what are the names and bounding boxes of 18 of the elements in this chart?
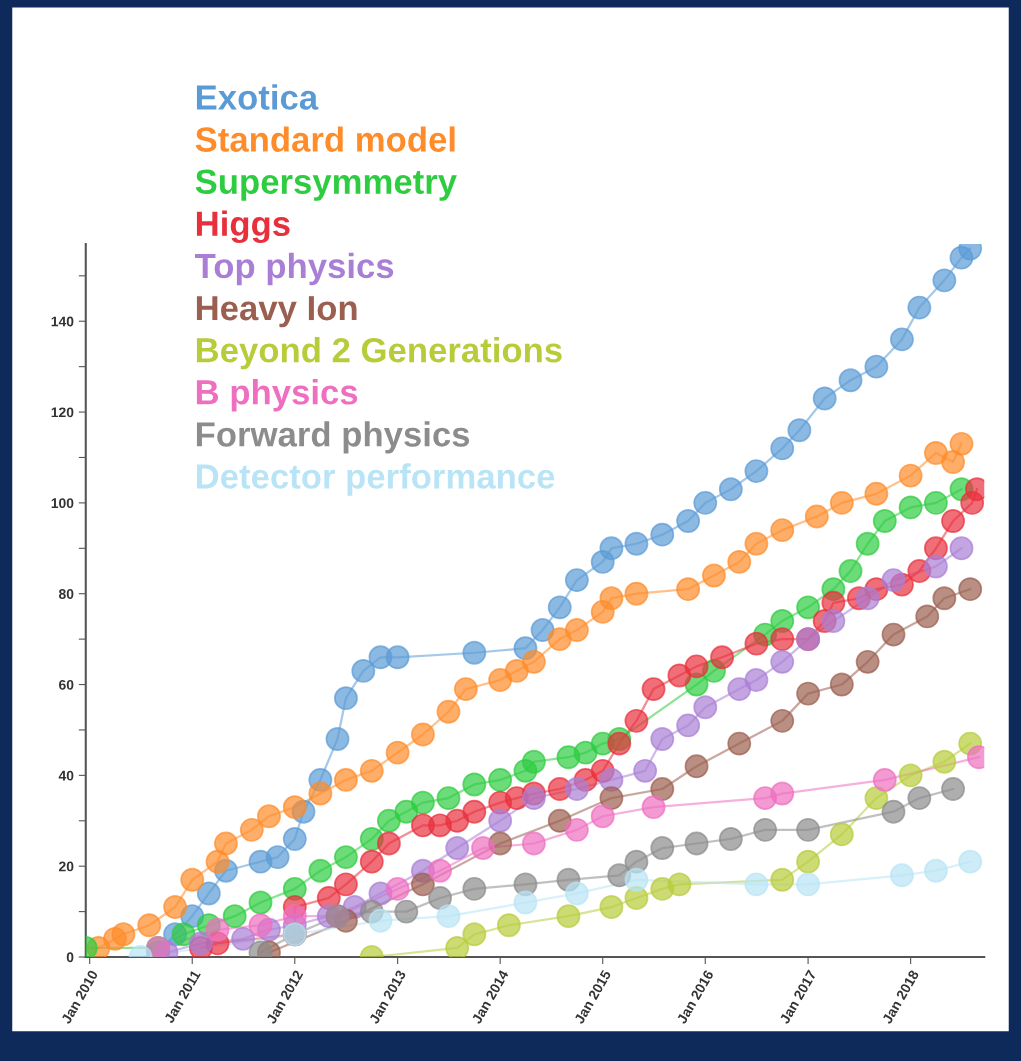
text: Heavy Ion bbox=[196, 296, 357, 328]
y-tick-label: 100 bbox=[51, 498, 74, 509]
y-tick-label: 20 bbox=[58, 861, 74, 872]
text: Exotica bbox=[196, 84, 319, 110]
text: Forward physics bbox=[196, 421, 470, 454]
text: Top physics bbox=[195, 252, 394, 286]
text: Standard model bbox=[195, 126, 455, 152]
text: Supersymmetry bbox=[195, 169, 457, 201]
text: Detector performance bbox=[196, 463, 555, 496]
y-tick-label: 40 bbox=[58, 770, 74, 781]
text: B physics bbox=[196, 379, 358, 412]
y-tick-label: 80 bbox=[58, 589, 74, 599]
y-tick-label: 140 bbox=[51, 316, 74, 327]
y-tick-label: 0 bbox=[66, 952, 74, 963]
y-tick-label: 60 bbox=[59, 679, 74, 690]
text: Beyond 2 Generations bbox=[196, 336, 562, 370]
text: Higgs bbox=[196, 210, 290, 244]
y-tick-label: 120 bbox=[51, 407, 74, 418]
